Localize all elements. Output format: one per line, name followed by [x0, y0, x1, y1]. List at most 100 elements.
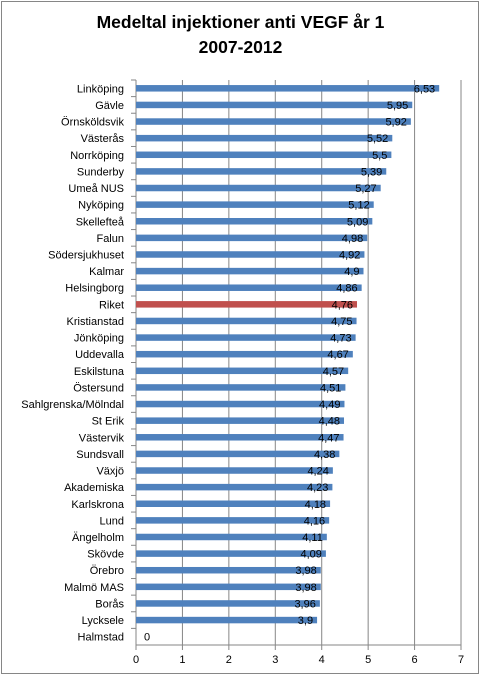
bar-10 [136, 251, 365, 258]
bar-12 [136, 284, 362, 291]
value-label: 4,57 [323, 366, 344, 378]
category-label: Västerås [81, 133, 125, 145]
category-label: Skövde [87, 549, 124, 561]
category-label: Halmstad [78, 632, 124, 644]
bar-29 [136, 566, 321, 574]
x-tick-label: 1 [179, 654, 185, 666]
bar-26 [136, 517, 330, 524]
category-label: Östersund [73, 382, 124, 394]
bar-21 [136, 434, 344, 441]
chart-title-line-1: Medeltal injektioner anti VEGF år 1 [96, 12, 385, 32]
bar-15 [136, 334, 356, 341]
category-label: Riket [99, 299, 124, 311]
value-label: 5,5 [372, 150, 387, 162]
bar-5 [136, 168, 387, 175]
bar-28 [136, 550, 326, 557]
value-label: 4,51 [320, 382, 341, 394]
x-tick-label: 5 [365, 654, 371, 666]
value-label: 4,23 [307, 482, 328, 494]
bar-24 [136, 483, 333, 491]
category-label: Eskilstuna [74, 366, 125, 378]
category-label: Ängelholm [72, 532, 124, 544]
category-label: Sundsvall [76, 449, 124, 461]
value-label: 4,47 [318, 432, 339, 444]
value-label: 3,9 [298, 615, 313, 627]
value-label: 4,48 [319, 416, 340, 428]
value-label: 5,95 [387, 100, 408, 112]
category-label: Akademiska [64, 482, 125, 494]
value-label: 4,24 [307, 466, 328, 478]
bar-13 [136, 301, 358, 308]
value-label: 4,73 [330, 333, 351, 345]
bar-3 [136, 134, 393, 142]
value-label: 5,27 [355, 183, 376, 195]
bar-30 [136, 583, 321, 591]
category-label: Umeå NUS [68, 183, 124, 195]
bar-6 [136, 184, 381, 192]
bar-25 [136, 500, 331, 507]
bar-7 [136, 201, 374, 208]
bar-8 [136, 218, 373, 225]
value-label: 4,92 [339, 249, 360, 261]
category-label: Skellefteå [76, 216, 125, 228]
category-label: Linköping [77, 83, 124, 95]
category-label: Borås [95, 598, 124, 610]
bar-20 [136, 417, 345, 424]
value-label: 5,92 [385, 117, 406, 129]
value-label: 3,98 [295, 582, 316, 594]
value-label: 4,11 [302, 532, 323, 544]
bar-18 [136, 384, 346, 391]
value-label: 0 [144, 632, 150, 644]
category-label: Kalmar [89, 266, 124, 278]
x-tick-label: 4 [319, 654, 325, 666]
bar-17 [136, 367, 349, 375]
value-label: 6,53 [414, 83, 435, 95]
bar-14 [136, 317, 357, 325]
category-label: Örebro [90, 565, 124, 577]
bar-16 [136, 350, 353, 358]
value-label: 5,12 [348, 200, 369, 212]
bar-0 [136, 85, 440, 92]
value-label: 4,16 [304, 515, 325, 527]
value-label: 4,38 [314, 449, 335, 461]
category-label: Lycksele [82, 615, 124, 627]
value-label: 4,76 [332, 299, 353, 311]
value-label: 4,98 [342, 233, 363, 245]
bar-9 [136, 234, 368, 242]
value-label: 3,98 [295, 565, 316, 577]
bar-32 [136, 616, 318, 624]
category-label: Gävle [95, 100, 124, 112]
x-tick-label: 0 [133, 654, 139, 666]
category-label: St Erik [92, 416, 125, 428]
x-tick-label: 3 [272, 654, 278, 666]
bar-19 [136, 400, 345, 408]
bar-11 [136, 267, 364, 275]
category-label: Falun [96, 233, 124, 245]
value-label: 5,52 [367, 133, 388, 145]
category-label: Jönköping [74, 333, 124, 345]
bar-23 [136, 467, 333, 474]
chart-title-line-2: 2007-2012 [198, 37, 283, 57]
bar-31 [136, 600, 320, 607]
value-label: 4,18 [305, 499, 326, 511]
chart-title: Medeltal injektioner anti VEGF år 1 2007… [0, 10, 481, 60]
value-label: 4,9 [344, 266, 359, 278]
category-label: Södersjukhuset [48, 249, 124, 261]
category-label: Västervik [79, 432, 125, 444]
value-label: 5,09 [347, 216, 368, 228]
category-label: Helsingborg [65, 283, 124, 295]
value-label: 4,09 [300, 549, 321, 561]
x-tick-label: 6 [412, 654, 418, 666]
value-label: 5,39 [361, 166, 382, 178]
value-label: 4,86 [336, 283, 357, 295]
category-label: Norrköping [70, 150, 124, 162]
value-label: 4,67 [327, 349, 348, 361]
category-label: Uddevalla [75, 349, 125, 361]
bar-27 [136, 533, 327, 541]
category-label: Lund [100, 515, 124, 527]
value-label: 4,49 [319, 399, 340, 411]
bar-2 [136, 118, 411, 125]
value-label: 3,96 [294, 598, 315, 610]
category-label: Örnsköldsvik [61, 117, 124, 129]
